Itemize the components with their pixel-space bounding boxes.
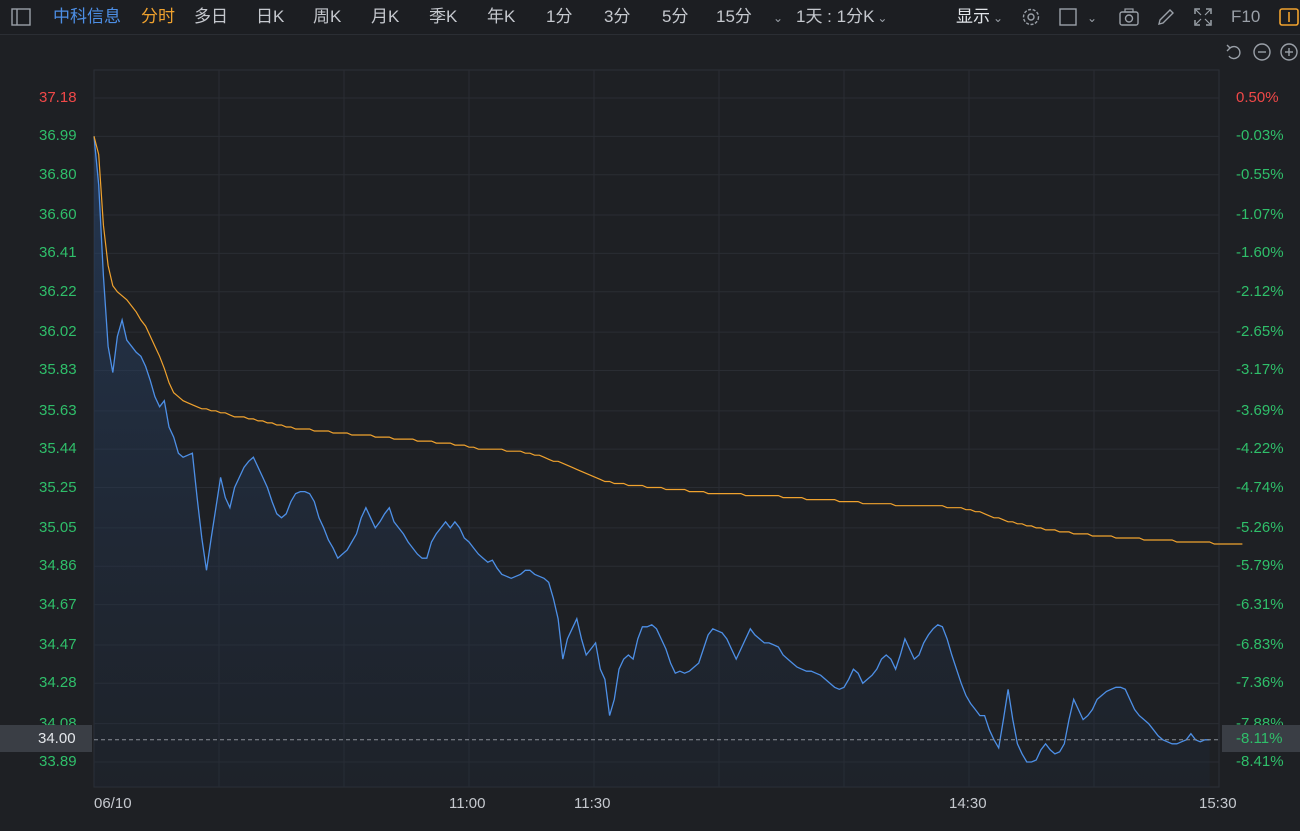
tab-multi-day[interactable]: 多日 (194, 7, 228, 26)
current-percent-tag: -8.11% (1222, 725, 1300, 752)
percent-tick-label: -3.69% (1236, 401, 1284, 419)
average-line (93, 136, 1243, 545)
percent-tick-label: -8.41% (1236, 753, 1284, 770)
tab-monthly-k[interactable]: 月K (371, 7, 400, 26)
tab-quarterly-k[interactable]: 季K (429, 7, 458, 26)
price-tick-label: 35.63 (39, 401, 77, 419)
time-tick-label: 06/10 (94, 795, 132, 812)
time-tick-label: 11:30 (574, 795, 611, 812)
tab-3min[interactable]: 3分 (604, 7, 631, 26)
tab-intraday[interactable]: 分时 (141, 7, 175, 26)
percent-tick-label: 0.50% (1236, 89, 1279, 106)
price-tick-label: 34.86 (39, 557, 77, 575)
percent-tick-label: -1.07% (1236, 206, 1284, 224)
zoom-in-icon[interactable] (1279, 42, 1299, 62)
current-price-tag: 34.00 (0, 725, 92, 752)
square-select-icon[interactable] (1058, 6, 1080, 28)
side-panel-icon[interactable] (1278, 6, 1300, 28)
period-label: 1天 : 1分K (796, 7, 875, 26)
price-tick-label: 35.44 (39, 440, 77, 458)
percent-tick-label: -5.79% (1236, 557, 1284, 575)
price-tick-label: 36.41 (39, 244, 77, 262)
price-tick-label: 36.22 (39, 282, 77, 300)
price-tick-label: 36.80 (39, 165, 77, 183)
display-menu[interactable]: 显示 ⌄ (956, 6, 1003, 28)
camera-icon[interactable] (1118, 6, 1140, 28)
price-tick-label: 36.99 (39, 127, 77, 145)
undo-icon[interactable] (1224, 42, 1244, 62)
price-tick-label: 36.02 (39, 323, 77, 341)
display-label: 显示 (956, 7, 990, 26)
price-tick-label: 33.89 (39, 753, 77, 770)
tab-yearly-k[interactable]: 年K (487, 7, 516, 26)
percent-tick-label: -6.83% (1236, 635, 1284, 653)
price-tick-label: 35.25 (39, 478, 77, 496)
pencil-icon[interactable] (1155, 6, 1177, 28)
chevron-down-icon[interactable]: ⌄ (1087, 11, 1098, 25)
price-tick-label: 36.60 (39, 206, 77, 224)
percent-tick-label: -7.36% (1236, 674, 1284, 692)
time-tick-label: 11:00 (449, 795, 486, 812)
tab-15min[interactable]: 15分 (716, 7, 752, 26)
tab-1min[interactable]: 1分 (546, 7, 573, 26)
chevron-down-icon[interactable]: ⌄ (773, 11, 784, 25)
price-area (94, 136, 1210, 788)
fullscreen-icon[interactable] (1192, 6, 1214, 28)
tab-daily-k[interactable]: 日K (256, 7, 285, 26)
price-tick-label: 34.47 (39, 635, 77, 653)
percent-tick-label: -1.60% (1236, 244, 1284, 262)
stock-name[interactable]: 中科信息 (53, 7, 121, 26)
percent-tick-label: -5.26% (1236, 518, 1284, 536)
percent-tick-label: -6.31% (1236, 595, 1284, 613)
gear-icon[interactable] (1020, 6, 1042, 28)
percent-tick-label: -4.22% (1236, 440, 1284, 458)
percent-tick-label: -2.65% (1236, 323, 1284, 341)
time-tick-label: 14:30 (949, 795, 987, 812)
price-tick-label: 35.83 (39, 361, 77, 379)
tab-5min[interactable]: 5分 (662, 7, 689, 26)
percent-tick-label: -0.55% (1236, 165, 1284, 183)
f10-button[interactable]: F10 (1231, 7, 1261, 26)
price-tick-label: 35.05 (39, 518, 77, 536)
period-selector[interactable]: 1天 : 1分K ⌄ (796, 6, 887, 28)
chart-toolbar: 中科信息 分时 多日 日K 周K 月K 季K 年K 1分 3分 5分 15分 ⌄… (0, 0, 1300, 35)
price-line (93, 136, 1210, 763)
price-tick-label: 37.18 (39, 89, 77, 106)
time-tick-label: 15:30 (1199, 795, 1237, 812)
percent-tick-label: -2.12% (1236, 282, 1284, 300)
zoom-out-icon[interactable] (1252, 42, 1272, 62)
tab-weekly-k[interactable]: 周K (313, 7, 342, 26)
percent-tick-label: -0.03% (1236, 127, 1284, 145)
price-tick-label: 34.67 (39, 595, 77, 613)
percent-tick-label: -4.74% (1236, 478, 1284, 496)
price-tick-label: 34.28 (39, 674, 77, 692)
chevron-down-icon: ⌄ (877, 11, 888, 25)
percent-tick-label: -3.17% (1236, 361, 1284, 379)
sidebar-toggle-icon[interactable] (10, 6, 32, 28)
chevron-down-icon: ⌄ (993, 11, 1004, 25)
